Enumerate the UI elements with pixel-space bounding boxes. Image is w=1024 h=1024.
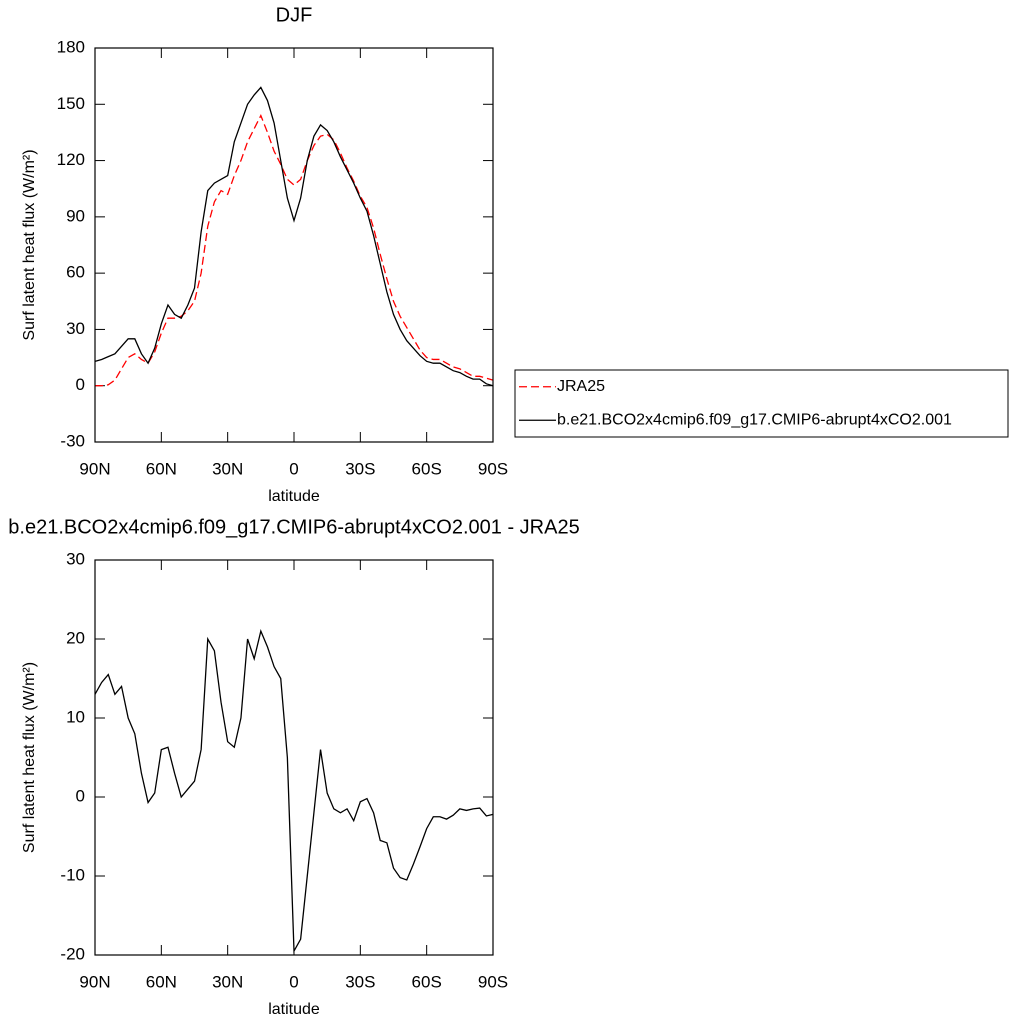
data-line xyxy=(95,113,494,387)
data-line xyxy=(94,86,494,387)
y-tick-label: -30 xyxy=(60,431,85,450)
y-tick-label: 0 xyxy=(76,375,85,394)
x-tick-label: 30S xyxy=(345,972,375,991)
x-tick-label: 0 xyxy=(289,972,298,991)
x-axis-label: latitude xyxy=(268,488,320,505)
y-tick-label: 120 xyxy=(57,150,85,169)
y-tick-label: 180 xyxy=(57,37,85,56)
legend-label: b.e21.BCO2x4cmip6.f09_g17.CMIP6-abrupt4x… xyxy=(557,411,952,428)
x-tick-label: 90N xyxy=(79,459,110,478)
plot-frame xyxy=(94,47,494,443)
x-tick-label: 30S xyxy=(345,459,375,478)
x-tick-label: 60N xyxy=(146,972,177,991)
x-axis-label: latitude xyxy=(268,1001,320,1018)
x-tick-label: 60S xyxy=(412,459,442,478)
x-tick-label: 30N xyxy=(212,459,243,478)
x-tick-label: 0 xyxy=(289,459,298,478)
y-tick-label: -20 xyxy=(60,944,85,963)
y-tick-label: 30 xyxy=(66,319,85,338)
y-tick-label: 10 xyxy=(66,707,85,726)
x-tick-label: 60N xyxy=(146,459,177,478)
x-tick-label: 60S xyxy=(412,972,442,991)
y-tick-label: 90 xyxy=(66,206,85,225)
chart-title: b.e21.BCO2x4cmip6.f09_g17.CMIP6-abrupt4x… xyxy=(8,516,579,538)
x-tick-label: 90S xyxy=(478,972,508,991)
plot-frame xyxy=(94,559,494,956)
y-axis-label: Surf latent heat flux (W/m²) xyxy=(21,662,38,853)
y-axis-label: Surf latent heat flux (W/m²) xyxy=(21,149,38,340)
y-tick-label: 30 xyxy=(66,549,85,568)
y-tick-label: -10 xyxy=(60,865,85,884)
y-tick-label: 150 xyxy=(57,94,85,113)
x-tick-label: 90N xyxy=(79,972,110,991)
y-tick-label: 60 xyxy=(66,263,85,282)
chart-title: DJF xyxy=(276,4,313,26)
legend-label: JRA25 xyxy=(557,378,605,395)
y-tick-label: 0 xyxy=(76,786,85,805)
data-line xyxy=(94,629,494,954)
x-tick-label: 90S xyxy=(478,459,508,478)
y-tick-label: 20 xyxy=(66,628,85,647)
legend-box xyxy=(514,369,1009,438)
x-tick-label: 30N xyxy=(212,972,243,991)
